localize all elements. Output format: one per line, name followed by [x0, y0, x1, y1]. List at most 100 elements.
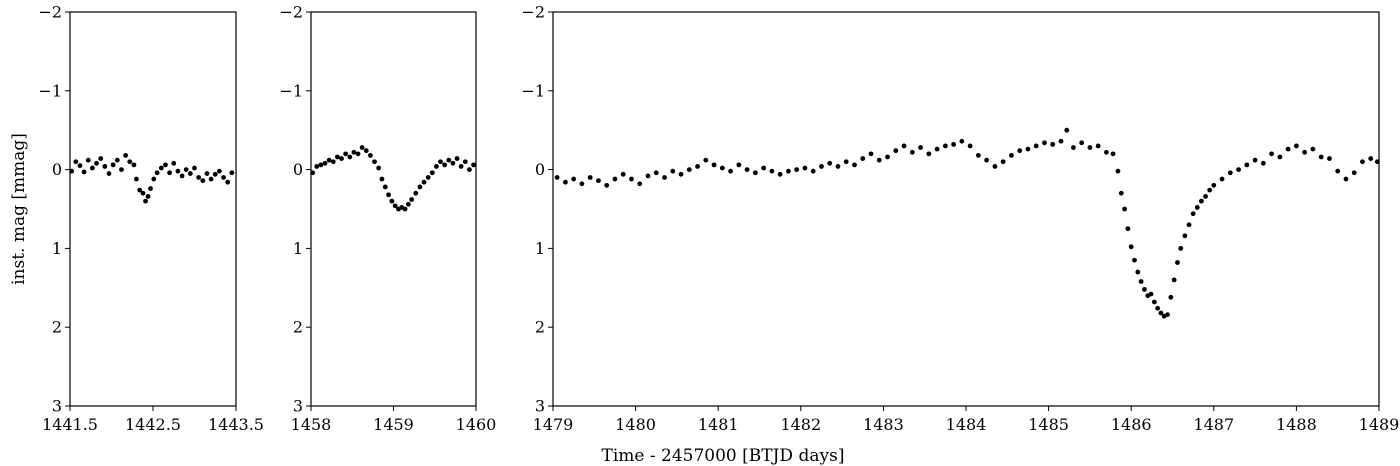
data-point [187, 171, 193, 176]
data-point [604, 182, 610, 188]
data-point [204, 171, 210, 176]
data-point [1211, 182, 1217, 188]
x-tick-label: 1441.5 [42, 415, 98, 434]
y-tick-label: 2 [535, 318, 545, 337]
data-point [612, 176, 618, 182]
x-tick-label: 1484 [946, 415, 987, 434]
data-point [1000, 159, 1006, 165]
data-point [1171, 277, 1177, 283]
x-tick-label: 1486 [1111, 415, 1152, 434]
data-point [1294, 143, 1299, 149]
panel-1-frame [69, 11, 237, 407]
data-point [1178, 246, 1184, 251]
data-point [314, 164, 320, 169]
y-tick-label: 3 [535, 397, 545, 416]
data-point [1115, 168, 1121, 174]
data-point [1207, 187, 1213, 193]
y-tick-label: 2 [293, 318, 303, 337]
y-tick-label: 3 [293, 397, 303, 416]
data-point [1236, 167, 1241, 173]
x-tick-label: 1482 [780, 415, 821, 434]
x-axis-label: Time - 2457000 [BTJD days] [602, 446, 845, 466]
data-point [438, 159, 443, 165]
data-point [719, 165, 725, 171]
data-point [73, 159, 79, 165]
data-point [951, 141, 957, 147]
data-point [711, 162, 717, 168]
data-point [123, 153, 129, 158]
data-point [229, 170, 235, 176]
data-point [1327, 156, 1332, 161]
data-point [571, 176, 577, 182]
data-point [662, 175, 667, 180]
data-point [90, 165, 95, 171]
data-point [326, 157, 332, 163]
data-point [376, 165, 382, 171]
data-point [102, 164, 108, 169]
data-point [196, 175, 202, 180]
data-point [1203, 193, 1208, 199]
y-tick-label: 0 [293, 160, 303, 179]
data-point [975, 153, 981, 158]
data-point [1009, 153, 1014, 158]
data-point [1017, 148, 1023, 154]
data-point [318, 162, 324, 168]
x-tick-label: 1459 [373, 415, 414, 434]
x-tick-label: 1442.5 [125, 415, 181, 434]
data-point [405, 201, 411, 207]
data-point [678, 171, 684, 177]
data-point [225, 179, 231, 185]
data-point [131, 162, 137, 168]
y-tick-label: 1 [535, 239, 545, 258]
y-tick-label: 2 [52, 318, 62, 337]
data-point [221, 175, 226, 180]
data-point [629, 176, 634, 182]
data-point [119, 167, 124, 173]
data-point [579, 181, 585, 187]
data-point [402, 206, 408, 212]
data-point [819, 164, 824, 169]
data-point [386, 192, 391, 198]
data-point [1175, 260, 1180, 265]
panel-2-frame [310, 11, 477, 407]
data-point [802, 165, 808, 171]
data-point [562, 179, 568, 185]
data-point [425, 175, 431, 180]
data-point [322, 160, 328, 166]
data-point [1104, 149, 1109, 155]
y-tick-label: −2 [521, 3, 545, 22]
y-tick-label: 1 [52, 239, 62, 258]
data-point [653, 170, 659, 176]
data-point [1199, 198, 1204, 204]
data-point [1128, 244, 1134, 250]
data-point [901, 143, 907, 149]
data-point [200, 178, 206, 184]
y-axis-label: inst. mag [mmag] [9, 133, 29, 285]
data-point [98, 156, 104, 161]
data-point [967, 143, 973, 149]
data-point [942, 143, 948, 149]
data-point [217, 168, 222, 174]
data-point [154, 170, 160, 176]
data-point [409, 197, 415, 202]
data-point [110, 162, 116, 168]
x-tick-label: 1481 [698, 415, 739, 434]
data-point [1318, 154, 1324, 160]
data-point [114, 157, 120, 163]
data-point [1087, 145, 1093, 150]
data-point [703, 157, 709, 163]
data-point [1194, 205, 1200, 210]
x-tick-label: 1483 [863, 415, 904, 434]
data-point [392, 203, 398, 209]
y-tick-label: −1 [38, 81, 62, 100]
data-point [876, 157, 882, 163]
data-point [752, 170, 758, 176]
data-point [1227, 170, 1233, 176]
data-point [1148, 291, 1154, 297]
data-point [339, 156, 344, 161]
x-tick-label: 1488 [1276, 415, 1317, 434]
y-tick-label: −1 [521, 81, 545, 100]
